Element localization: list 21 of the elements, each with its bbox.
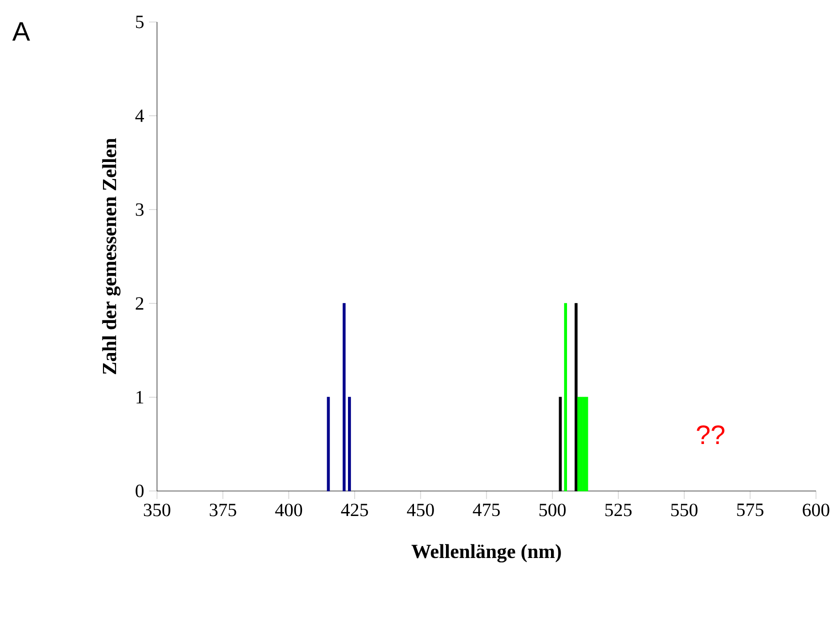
y-axis-title: Zahl der gemessenen Zellen xyxy=(102,138,120,374)
annotation: ?? xyxy=(696,425,724,444)
x-tick-label: 400 xyxy=(275,504,302,516)
y-tick-label: 0 xyxy=(136,484,144,498)
x-tick-label: 600 xyxy=(802,504,830,516)
x-axis-title: Wellenlänge (nm) xyxy=(412,544,561,562)
y-tick-label: 1 xyxy=(136,391,144,404)
y-tick-label: 4 xyxy=(135,110,144,122)
x-tick-label: 550 xyxy=(671,504,698,516)
x-tick-label: 375 xyxy=(210,504,236,516)
x-tick-label: 350 xyxy=(144,504,170,516)
y-tick-label: 2 xyxy=(136,297,144,310)
y-tick-label: 3 xyxy=(136,203,144,216)
x-tick-label: 500 xyxy=(539,504,566,516)
x-tick-label: 450 xyxy=(406,504,434,516)
x-tick-label: 475 xyxy=(472,504,500,516)
chart-title: A xyxy=(12,22,30,41)
x-tick-label: 425 xyxy=(341,504,368,516)
x-tick-label: 525 xyxy=(605,504,632,516)
x-tick-label: 575 xyxy=(737,504,764,516)
y-tick-label: 5 xyxy=(136,16,144,28)
